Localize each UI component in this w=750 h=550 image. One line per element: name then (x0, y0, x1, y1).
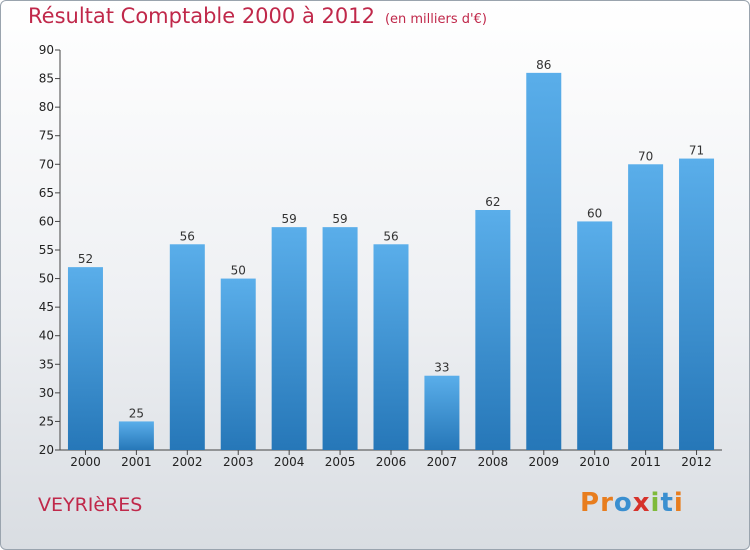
x-tick-label: 2003 (223, 455, 254, 469)
x-tick-label: 2008 (478, 455, 509, 469)
data-label: 56 (383, 229, 398, 243)
data-label: 59 (332, 212, 347, 226)
data-label: 56 (180, 229, 195, 243)
y-tick-label: 20 (39, 443, 54, 457)
data-label: 62 (485, 195, 500, 209)
x-tick-label: 2006 (376, 455, 407, 469)
x-tick-label: 2005 (325, 455, 356, 469)
chart-title: Résultat Comptable 2000 à 2012 (en millie… (28, 4, 487, 28)
data-label: 59 (282, 212, 297, 226)
y-tick-label: 80 (39, 100, 54, 114)
bar (373, 244, 409, 450)
chart-subtitle: (en milliers d'€) (384, 12, 487, 27)
y-tick-label: 35 (39, 357, 54, 371)
data-label: 60 (587, 206, 602, 220)
proxiti-logo: Proxiti (580, 488, 684, 518)
y-tick-label: 65 (39, 186, 54, 200)
x-tick-label: 2012 (681, 455, 712, 469)
logo-letter: o (613, 488, 633, 518)
x-tick-label: 2004 (274, 455, 305, 469)
y-tick-label: 70 (39, 157, 54, 171)
bar (577, 221, 613, 450)
logo-letter: i (650, 488, 661, 518)
data-label: 86 (536, 58, 551, 72)
bar (526, 72, 562, 450)
y-tick-label: 45 (39, 300, 54, 314)
x-tick-label: 2000 (70, 455, 101, 469)
x-tick-label: 2011 (630, 455, 661, 469)
data-label: 52 (78, 252, 93, 266)
bar (424, 375, 460, 450)
logo-letter: r (600, 488, 614, 518)
y-tick-label: 90 (39, 43, 54, 57)
y-tick-label: 60 (39, 214, 54, 228)
bar (220, 278, 256, 450)
data-label: 50 (231, 264, 246, 278)
data-label: 25 (129, 406, 144, 420)
y-tick-label: 85 (39, 72, 54, 86)
logo-letter: x (632, 488, 651, 518)
y-tick-label: 75 (39, 129, 54, 143)
logo-letter: P (580, 488, 601, 518)
y-tick-label: 50 (39, 272, 54, 286)
bar (271, 227, 307, 450)
x-tick-label: 2009 (528, 455, 559, 469)
x-tick-label: 2007 (427, 455, 458, 469)
bar (679, 158, 715, 451)
data-label: 33 (434, 361, 449, 375)
bar (118, 421, 154, 450)
y-tick-label: 40 (39, 329, 54, 343)
logo-letter: t (660, 488, 674, 518)
chart-bars: 52 25 56 50 59 59 56 33 62 86 60 70 71 (67, 58, 715, 451)
logo-letter: i (673, 488, 684, 518)
bar (628, 164, 664, 451)
x-tick-label: 2010 (579, 455, 610, 469)
bar (169, 244, 205, 450)
town-name: VEYRIèRES (38, 494, 143, 516)
data-label: 70 (638, 149, 653, 163)
x-tick-label: 2001 (121, 455, 152, 469)
title-text: Résultat Comptable 2000 à 2012 (28, 4, 375, 28)
x-tick-label: 2002 (172, 455, 203, 469)
bar (475, 210, 511, 450)
bar (67, 267, 103, 450)
y-tick-label: 55 (39, 243, 54, 257)
bar (322, 227, 358, 450)
y-tick-label: 30 (39, 386, 54, 400)
data-label: 71 (689, 144, 704, 158)
y-tick-label: 25 (39, 414, 54, 428)
